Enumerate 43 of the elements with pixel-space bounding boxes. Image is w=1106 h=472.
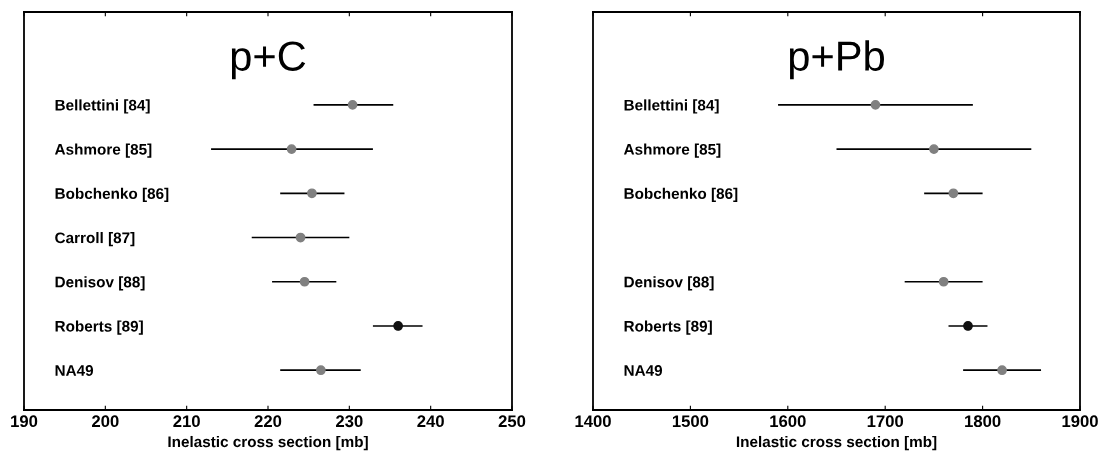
x-tick-label: 1600 — [770, 415, 806, 428]
x-tick-label: 230 — [336, 415, 363, 428]
point — [948, 188, 959, 199]
x-tick-label: 220 — [254, 415, 282, 428]
point — [307, 188, 317, 199]
x-tick-label: 250 — [498, 415, 526, 428]
point — [316, 365, 326, 376]
y-tick-label: Bellettini [84] — [624, 99, 719, 114]
x-tick-label: 1500 — [672, 415, 709, 428]
point — [997, 365, 1007, 376]
y-tick-label: Roberts [89] — [624, 320, 712, 335]
x-tick-label: 190 — [11, 415, 38, 428]
y-tick-label: Denisov [88] — [624, 276, 714, 291]
y-tick-label: Denisov [88] — [55, 276, 145, 291]
x-tick-label: 1900 — [1062, 415, 1098, 428]
point — [299, 276, 310, 287]
y-tick-label: Roberts [89] — [55, 320, 143, 335]
y-tick-label: Bobchenko [86] — [55, 187, 169, 203]
y-tick-label: Ashmore [85] — [54, 143, 152, 158]
x-tick-label: 1700 — [867, 415, 904, 428]
x-tick-label: 1800 — [965, 415, 1001, 428]
x-tick-label: 1400 — [575, 415, 611, 428]
x-tick-label: 240 — [417, 415, 444, 428]
y-tick-label: Ashmore [85] — [623, 143, 721, 158]
y-tick-label: Carroll [87] — [55, 232, 135, 247]
point — [963, 321, 973, 331]
chart-title: p+C — [231, 41, 306, 80]
x-axis-title: Inelastic cross section [mb] — [168, 435, 368, 451]
y-tick-label: NA49 — [55, 365, 94, 376]
y-tick-label: NA49 — [624, 365, 663, 376]
point — [347, 100, 358, 110]
point — [938, 276, 949, 287]
point — [295, 232, 306, 243]
y-tick-label: Bobchenko [86] — [624, 187, 738, 203]
x-tick-label: 200 — [92, 415, 119, 428]
point — [929, 144, 939, 154]
x-tick-label: 210 — [173, 415, 200, 428]
point — [393, 321, 403, 331]
x-axis-title: Inelastic cross section [mb] — [736, 435, 937, 451]
chart-title: p+Pb — [789, 40, 884, 80]
y-tick-label: Bellettini [84] — [55, 99, 150, 114]
point — [870, 100, 881, 110]
point — [286, 144, 297, 154]
